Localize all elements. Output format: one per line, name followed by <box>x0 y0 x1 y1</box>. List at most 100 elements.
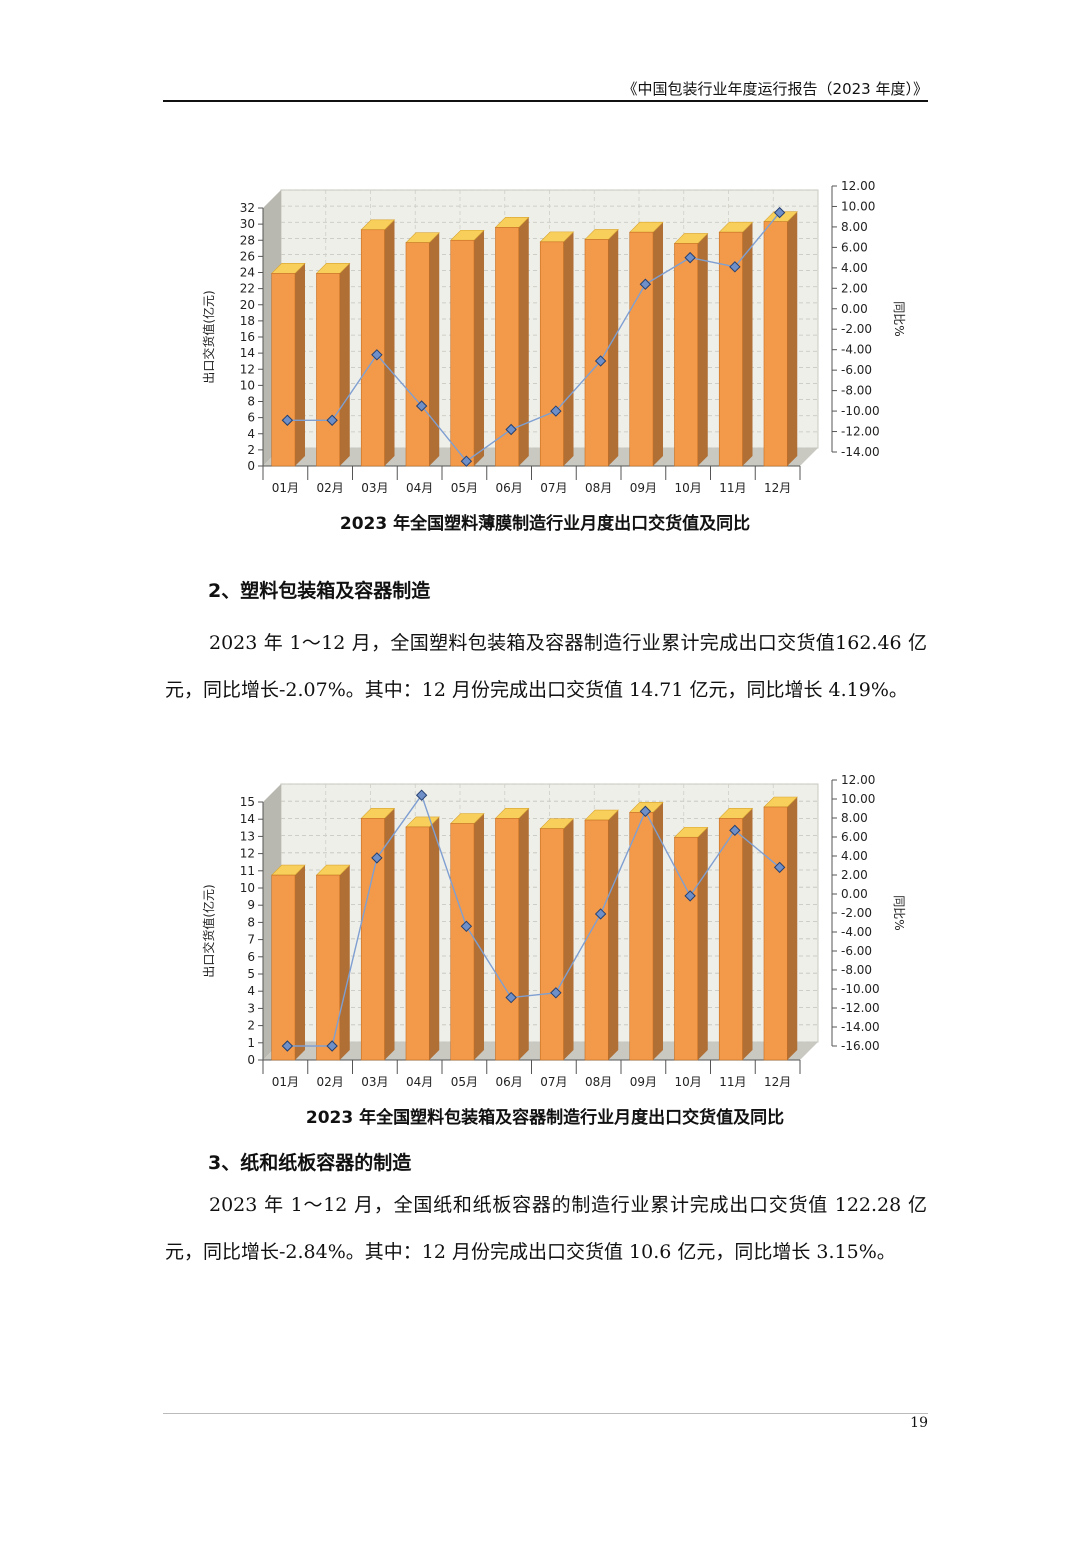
y-tick-label: 13 <box>240 829 255 843</box>
y2-tick-label: 0.00 <box>841 302 868 316</box>
y-tick-label: 14 <box>240 812 255 826</box>
x-tick-label: 09月 <box>630 1075 657 1089</box>
bar-side <box>339 865 350 1060</box>
line-marker <box>684 890 696 902</box>
bar-front <box>763 806 788 1061</box>
y-tick-label: 22 <box>240 282 255 296</box>
bar <box>673 826 709 1061</box>
y2-axis-label: 同比% <box>892 301 906 336</box>
y-tick-label: 8 <box>247 915 255 929</box>
line-marker <box>460 920 473 933</box>
x-tick-label: 04月 <box>406 1075 433 1089</box>
y2-tick-label: 10.00 <box>841 199 875 213</box>
bar-front <box>674 836 699 1061</box>
y-tick-label: 26 <box>240 249 255 263</box>
bar-side <box>563 231 574 466</box>
x-tick-label: 01月 <box>272 481 299 495</box>
line-marker <box>773 861 786 874</box>
bar-front <box>271 874 296 1061</box>
y2-tick-label: -8.00 <box>841 963 872 977</box>
y-tick-label: 6 <box>247 411 255 425</box>
y2-tick-label: -6.00 <box>841 363 872 377</box>
y-tick-label: 9 <box>247 898 255 912</box>
y-tick-label: 0 <box>247 1053 255 1067</box>
bar-side <box>653 802 664 1060</box>
y-tick-label: 2 <box>247 1019 255 1033</box>
y2-tick-label: -12.00 <box>841 1001 880 1015</box>
bar-side <box>742 808 753 1060</box>
line-marker <box>729 261 741 273</box>
y-tick-label: 16 <box>240 330 255 344</box>
bar <box>763 796 798 1061</box>
plastic-container-export-chart: 0 1 2 3 4 5 6 7 8 9 10 11 12 13 14 15 出口交货值(亿元) 12.00 10.0… <box>195 772 906 1095</box>
x-tick-label: 09月 <box>630 481 657 495</box>
plastic-film-export-chart: 0 2 4 6 8 10 12 14 16 18 20 22 24 26 28 30 32 出口交货值(亿元) 12… <box>195 178 906 498</box>
bar <box>584 809 619 1061</box>
bar-side <box>697 233 708 466</box>
line-marker <box>505 991 517 1004</box>
y2-tick-label: -4.00 <box>841 925 872 939</box>
bar-side <box>339 263 350 466</box>
y2-tick-label: -10.00 <box>841 404 880 418</box>
bar-front <box>316 273 341 467</box>
x-tick-label: 05月 <box>451 481 478 495</box>
bar <box>405 816 440 1061</box>
y2-tick-label: -8.00 <box>841 384 872 398</box>
line-marker <box>281 1040 294 1052</box>
y2-tick-label: 0.00 <box>841 887 868 901</box>
y-tick-label: 5 <box>247 967 255 981</box>
bar-front <box>360 818 385 1061</box>
y-tick-label: 30 <box>240 217 255 231</box>
bar <box>405 232 440 467</box>
line-marker <box>281 414 294 426</box>
series-line <box>287 212 781 463</box>
bar <box>271 263 306 467</box>
chart-title: 2023 年全国塑料薄膜制造行业月度出口交货值及同比 <box>339 514 751 534</box>
y-tick-label: 12 <box>240 847 255 861</box>
x-tick-label: 04月 <box>406 481 433 495</box>
y-tick-label: 10 <box>240 881 255 895</box>
y2-tick-label: 6.00 <box>841 830 868 844</box>
y-tick-label: 0 <box>247 459 255 473</box>
x-tick-label: 12月 <box>764 1075 791 1089</box>
bar-side <box>787 796 798 1060</box>
x-tick-label: 08月 <box>585 1075 612 1089</box>
bar-side <box>742 222 753 466</box>
y-tick-label: 2 <box>247 443 255 457</box>
bar <box>450 229 485 467</box>
bar-side <box>384 808 395 1060</box>
line-marker <box>415 400 428 412</box>
bar-front <box>450 823 475 1061</box>
y2-tick-label: -2.00 <box>841 906 872 920</box>
y2-tick-label: -10.00 <box>841 982 880 996</box>
bar-front <box>629 231 654 467</box>
y2-tick-label: 8.00 <box>841 811 868 825</box>
line-marker <box>505 423 517 436</box>
bar <box>539 818 575 1061</box>
y2-tick-label: -6.00 <box>841 944 872 958</box>
x-tick-label: 02月 <box>316 1075 343 1089</box>
bar-side <box>518 808 529 1060</box>
y-axis-label: 出口交货值(亿元) <box>201 290 216 383</box>
page-number: 19 <box>910 1415 928 1431</box>
bar-front <box>674 243 699 467</box>
line-marker <box>639 805 652 818</box>
x-tick-label: 06月 <box>495 481 522 495</box>
chart-title: 2023 年全国塑料包装箱及容器制造行业月度出口交货值及同比 <box>305 1108 785 1128</box>
bar <box>763 211 798 467</box>
bar-side <box>697 827 708 1060</box>
bar <box>494 808 530 1061</box>
line-marker <box>415 789 428 801</box>
bar-front <box>539 241 564 467</box>
bar-front <box>405 826 430 1061</box>
y2-axis-label: 同比% <box>892 895 906 930</box>
y2-tick-label: -12.00 <box>841 425 880 439</box>
bar-side <box>429 816 440 1060</box>
bar-side <box>608 810 619 1060</box>
bar <box>718 221 754 467</box>
y2-tick-label: 4.00 <box>841 849 868 863</box>
bar <box>629 802 664 1061</box>
line-marker <box>550 987 562 999</box>
bar <box>315 263 351 467</box>
bar-side <box>608 229 619 466</box>
